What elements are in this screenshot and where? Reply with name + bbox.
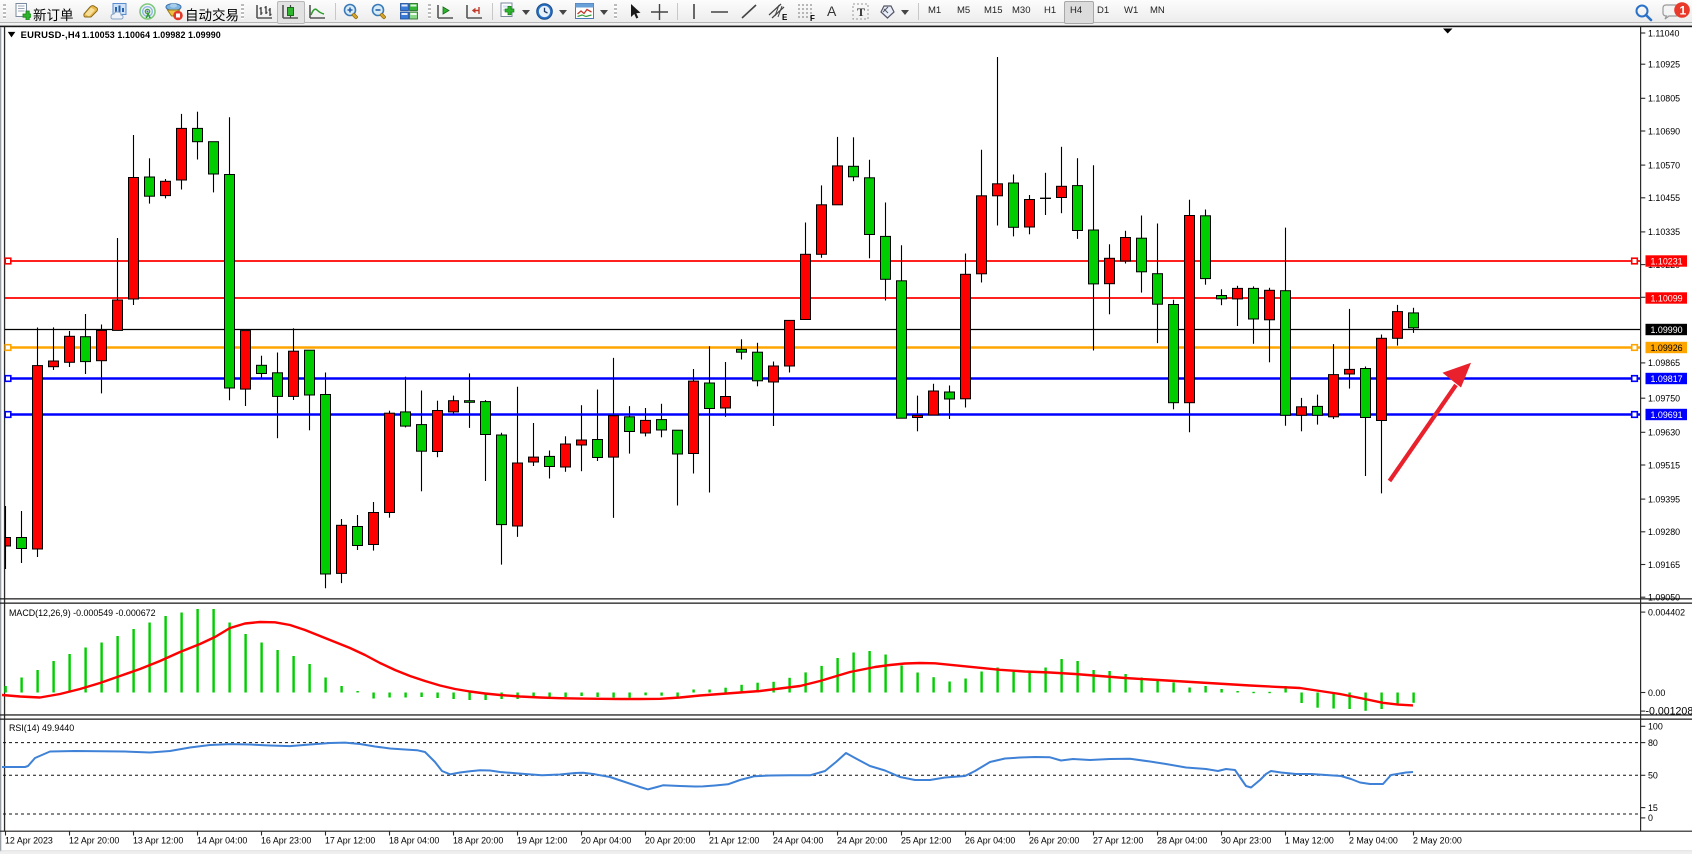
svg-text:0.004402: 0.004402	[1648, 607, 1685, 617]
svg-text:1.09630: 1.09630	[1648, 428, 1680, 438]
svg-text:1.09990: 1.09990	[1651, 325, 1683, 335]
svg-text:RSI(14) 49.9440: RSI(14) 49.9440	[9, 723, 74, 733]
svg-text:21 Apr 12:00: 21 Apr 12:00	[709, 835, 759, 845]
svg-text:0: 0	[1648, 813, 1653, 823]
svg-text:1.10925: 1.10925	[1648, 60, 1680, 70]
svg-text:25 Apr 12:00: 25 Apr 12:00	[901, 835, 951, 845]
svg-text:20 Apr 04:00: 20 Apr 04:00	[581, 835, 631, 845]
svg-text:1.10455: 1.10455	[1648, 193, 1680, 203]
svg-text:13 Apr 12:00: 13 Apr 12:00	[133, 835, 183, 845]
svg-text:1.10570: 1.10570	[1648, 160, 1680, 170]
svg-text:1.09691: 1.09691	[1651, 410, 1683, 420]
svg-text:26 Apr 20:00: 26 Apr 20:00	[1029, 835, 1079, 845]
svg-text:1.09865: 1.09865	[1648, 358, 1680, 368]
svg-text:24 Apr 04:00: 24 Apr 04:00	[773, 835, 823, 845]
svg-text:1: 1	[1680, 4, 1687, 18]
svg-text:1.10335: 1.10335	[1648, 227, 1680, 237]
svg-text:-0.001208: -0.001208	[1646, 705, 1692, 717]
svg-text:1.09750: 1.09750	[1648, 394, 1680, 404]
svg-text:27 Apr 12:00: 27 Apr 12:00	[1093, 835, 1143, 845]
svg-text:16 Apr 23:00: 16 Apr 23:00	[261, 835, 311, 845]
svg-text:28 Apr 04:00: 28 Apr 04:00	[1157, 835, 1207, 845]
svg-text:12 Apr 20:00: 12 Apr 20:00	[69, 835, 119, 845]
svg-text:1.10053 1.10064 1.09982 1.0999: 1.10053 1.10064 1.09982 1.09990	[82, 30, 221, 40]
svg-text:1 May 12:00: 1 May 12:00	[1285, 835, 1334, 845]
svg-text:MACD(12,26,9) -0.000549 -0.000: MACD(12,26,9) -0.000549 -0.000672	[9, 608, 156, 618]
svg-text:T: T	[857, 5, 865, 19]
svg-text:30 Apr 23:00: 30 Apr 23:00	[1221, 835, 1271, 845]
svg-text:2 May 04:00: 2 May 04:00	[1349, 835, 1398, 845]
svg-text:100: 100	[1648, 722, 1663, 732]
svg-text:80: 80	[1648, 738, 1658, 748]
svg-text:15: 15	[1648, 803, 1658, 813]
svg-text:14 Apr 04:00: 14 Apr 04:00	[197, 835, 247, 845]
svg-text:1.10099: 1.10099	[1651, 293, 1683, 303]
svg-text:1.09926: 1.09926	[1651, 343, 1683, 353]
svg-text:1.09515: 1.09515	[1648, 460, 1680, 470]
svg-text:F: F	[810, 14, 815, 22]
svg-text:24 Apr 20:00: 24 Apr 20:00	[837, 835, 887, 845]
svg-text:18 Apr 20:00: 18 Apr 20:00	[453, 835, 503, 845]
svg-text:1.09395: 1.09395	[1648, 494, 1680, 504]
svg-text:26 Apr 04:00: 26 Apr 04:00	[965, 835, 1015, 845]
svg-text:EURUSD-,H4: EURUSD-,H4	[21, 29, 81, 40]
svg-text:1.10690: 1.10690	[1648, 126, 1680, 136]
svg-text:12 Apr 2023: 12 Apr 2023	[5, 835, 53, 845]
svg-text:1.09165: 1.09165	[1648, 560, 1680, 570]
svg-text:2 May 20:00: 2 May 20:00	[1413, 835, 1462, 845]
svg-text:19 Apr 12:00: 19 Apr 12:00	[517, 835, 567, 845]
svg-text:20 Apr 20:00: 20 Apr 20:00	[645, 835, 695, 845]
svg-text:18 Apr 04:00: 18 Apr 04:00	[389, 835, 439, 845]
svg-text:17 Apr 12:00: 17 Apr 12:00	[325, 835, 375, 845]
svg-text:1.11040: 1.11040	[1648, 28, 1679, 38]
svg-text:0.00: 0.00	[1648, 688, 1665, 698]
svg-text:1.09280: 1.09280	[1648, 527, 1680, 537]
svg-text:50: 50	[1648, 771, 1658, 781]
svg-text:1.09817: 1.09817	[1651, 374, 1683, 384]
svg-text:1.09050: 1.09050	[1648, 593, 1680, 603]
svg-text:1.10231: 1.10231	[1651, 256, 1683, 266]
svg-text:E: E	[782, 13, 788, 22]
svg-text:1.10805: 1.10805	[1648, 94, 1680, 104]
